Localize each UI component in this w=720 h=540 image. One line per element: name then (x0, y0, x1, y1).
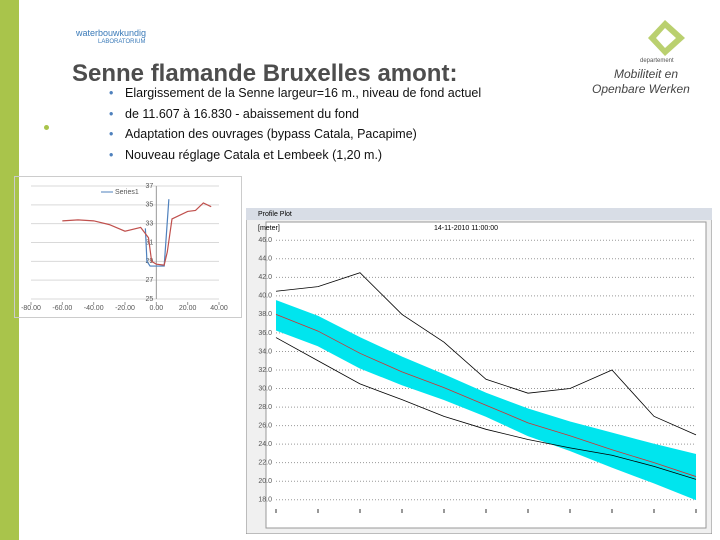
bullet: Nouveau réglage Catala et Lembeek (1,20 … (125, 148, 481, 169)
y-tick-label: 22.0 (258, 460, 272, 467)
series-line (275, 300, 697, 455)
y-tick-label: 27 (146, 277, 154, 284)
y-tick-label: 32.0 (258, 367, 272, 374)
y-tick-label: 26.0 (258, 422, 272, 429)
y-tick-label: 20.0 (258, 478, 272, 485)
series-line (62, 202, 212, 266)
bullet: de 11.607 à 16.830 - abaissement du fond (125, 107, 481, 128)
logo-right-small: departement (640, 58, 674, 64)
y-tick-label: 36.0 (258, 330, 272, 337)
y-tick-label: 28.0 (258, 404, 272, 411)
window-title: Profile Plot (258, 211, 292, 218)
y-tick-label: 44.0 (258, 256, 272, 263)
band-segment (570, 421, 612, 468)
slide-title: Senne flamande Bruxelles amont: (72, 60, 458, 87)
y-tick-label: 33 (146, 221, 154, 228)
series-line (275, 337, 697, 480)
band-segment (612, 433, 654, 484)
y-tick-label: 37 (146, 183, 154, 190)
band-segment (486, 393, 528, 436)
y-tick-label: 38.0 (258, 311, 272, 318)
bullet-list: Elargissement de la Senne largeur=16 m.,… (125, 86, 481, 168)
dot (44, 125, 49, 130)
x-tick-label: -40.00 (84, 305, 104, 312)
y-tick-label: 18.0 (258, 497, 272, 504)
logo-right-line1: Mobiliteit en (614, 67, 679, 81)
plot-title: 14-11-2010 11:00:00 (434, 225, 498, 232)
x-tick-label: 20.00 (179, 305, 197, 312)
band-segment (276, 300, 318, 346)
y-axis-label: [meter] (258, 225, 280, 232)
x-tick-label: 40.00 (210, 305, 228, 312)
bullet: Elargissement de la Senne largeur=16 m.,… (125, 86, 481, 107)
y-tick-label: 24.0 (258, 441, 272, 448)
side-bar (0, 0, 19, 540)
bullet: Adaptation des ouvrages (bypass Catala, … (125, 127, 481, 148)
logo-right-icon (648, 20, 685, 56)
title-bar (246, 208, 712, 220)
series-line (275, 314, 697, 477)
logo-left: waterbouwkundig (76, 28, 147, 38)
x-tick-label: -20.00 (115, 305, 135, 312)
y-tick-label: 40.0 (258, 293, 272, 300)
series-line (275, 329, 697, 501)
band-segment (444, 374, 486, 417)
x-tick-label: 0.00 (150, 305, 164, 312)
band-segment (528, 408, 570, 451)
plot-area (265, 221, 707, 529)
y-tick-label: 30.0 (258, 385, 272, 392)
series-line (144, 199, 170, 267)
y-tick-label: 42.0 (258, 274, 272, 281)
legend-label: Series1 (115, 189, 139, 196)
x-tick-label: -80.00 (21, 305, 41, 312)
profile-plot-window: Profile Plot 14-11-2010 11:00:00 [meter]… (246, 208, 712, 534)
y-tick-label: 35 (146, 202, 154, 209)
y-tick-label: 46.0 (258, 237, 272, 244)
logo-right-line2: Openbare Werken (592, 82, 690, 96)
y-tick-label: 25 (146, 296, 154, 303)
band-segment (654, 444, 696, 500)
y-tick-label: 29 (146, 258, 154, 265)
y-tick-label: 34.0 (258, 348, 272, 355)
logo-left-sub: LABORATORIUM (98, 39, 146, 45)
band-segment (402, 357, 444, 400)
x-tick-label: -60.00 (52, 305, 72, 312)
series-line (275, 272, 697, 436)
band-segment (360, 337, 402, 385)
